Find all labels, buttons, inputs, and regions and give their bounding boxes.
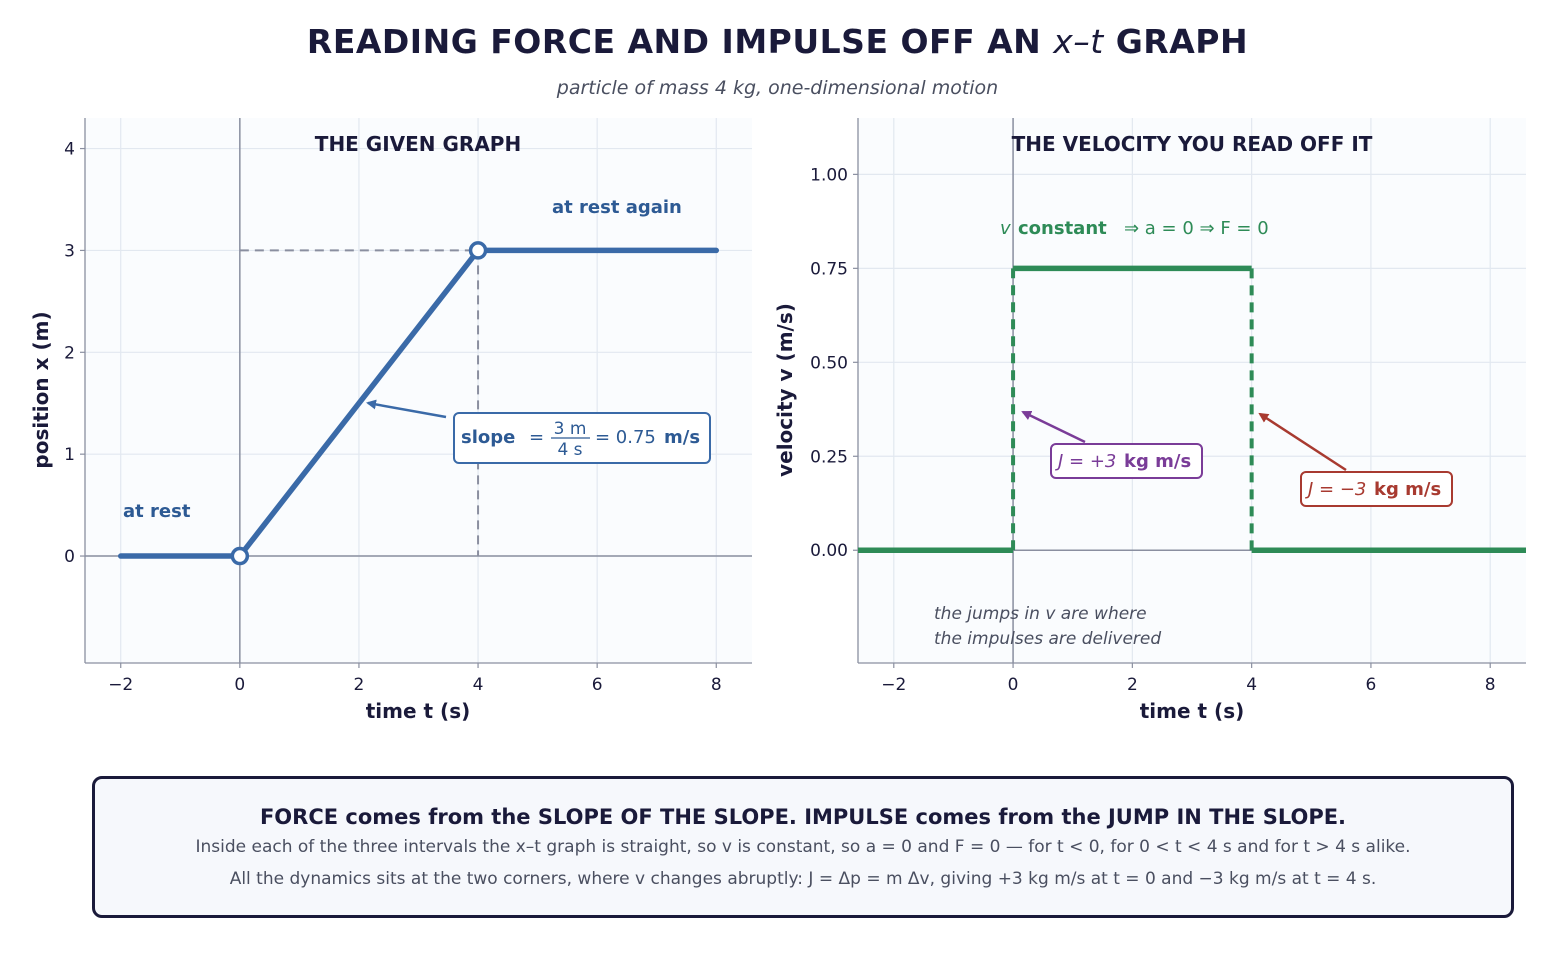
velocity-series (858, 265, 1526, 553)
right-x-axis-label: time t (s) (1140, 699, 1245, 723)
corner-markers (230, 241, 488, 566)
positive-impulse-value: J = +3 (1055, 451, 1116, 472)
plot-area (85, 118, 752, 663)
x-tick-label: −2 (108, 675, 133, 695)
summary-headline: FORCE comes from the SLOPE OF THE SLOPE.… (259, 805, 1347, 829)
corner-marker (468, 241, 488, 260)
x-tick-label: 4 (1246, 675, 1257, 695)
plot-area (858, 118, 1526, 663)
page-subtitle: particle of mass 4 kg, one-dimensional m… (556, 77, 999, 99)
x-tick-label: 8 (1485, 675, 1496, 695)
y-tick-label: 0.75 (810, 259, 848, 279)
x-tick-label: −2 (881, 675, 906, 695)
positive-impulse-arrow (1021, 410, 1086, 444)
x-tick-label: 6 (1366, 675, 1377, 695)
v-constant-annotation: v constant ⇒ a = 0 ⇒ F = 0 (1000, 218, 1269, 239)
slope-denominator: 4 s (557, 440, 582, 460)
position-line (117, 247, 720, 559)
slope-label: slope (461, 427, 515, 448)
slope-arrow (366, 399, 447, 419)
y-tick-label: 0 (64, 547, 75, 567)
slope-annotation: slope = 3 m 4 s = 0.75 m/s (453, 412, 711, 464)
y-tick-label: 4 (64, 140, 75, 160)
negative-impulse-arrow (1258, 412, 1347, 472)
grid (858, 118, 1526, 663)
positive-impulse-unit: kg m/s (1124, 451, 1191, 472)
corner-marker (230, 546, 250, 566)
x-tick-label: 2 (354, 675, 365, 695)
tick-labels: −2 0 2 4 6 8 0.00 0.25 0.50 0.75 1.00 (810, 165, 1495, 695)
summary-box: FORCE comes from the SLOPE OF THE SLOPE.… (92, 776, 1514, 918)
y-tick-label: 1.00 (810, 165, 848, 185)
guide-lines (239, 249, 480, 557)
left-panel-title: THE GIVEN GRAPH (315, 132, 521, 156)
summary-line-2: All the dynamics sits at the two corners… (229, 869, 1377, 889)
tick-labels: −2 0 2 4 6 8 0 1 2 3 4 (64, 140, 722, 695)
x-tick-label: 0 (1008, 675, 1019, 695)
v-constant-implication: ⇒ a = 0 ⇒ F = 0 (1124, 218, 1269, 239)
x-tick-label: 4 (473, 675, 484, 695)
x-tick-label: 8 (711, 675, 722, 695)
slope-value: = 0.75 (595, 427, 656, 448)
left-y-axis-label: position x (m) (29, 311, 53, 468)
at-rest-again-label: at rest again (552, 197, 682, 218)
y-tick-label: 0.00 (810, 541, 848, 561)
v-constant-word: constant (1018, 218, 1107, 239)
axes (853, 118, 1526, 668)
x-tick-label: 2 (1127, 675, 1138, 695)
position-series (117, 247, 720, 559)
y-tick-label: 1 (64, 445, 75, 465)
slope-equals: = (529, 427, 544, 448)
y-tick-label: 3 (64, 241, 75, 261)
positive-impulse-annotation: J = +3 kg m/s (1050, 443, 1203, 479)
x-tick-label: 0 (234, 675, 245, 695)
negative-impulse-annotation: J = −3 kg m/s (1300, 471, 1453, 507)
jumps-note-line1: the jumps in v are where (934, 604, 1147, 624)
x-tick-label: 6 (592, 675, 603, 695)
v-symbol: v (1000, 218, 1011, 239)
at-rest-label: at rest (123, 501, 191, 522)
jumps-note-line2: the impulses are delivered (934, 629, 1161, 649)
y-tick-label: 2 (64, 343, 75, 363)
y-tick-label: 0.50 (810, 353, 848, 373)
negative-impulse-value: J = −3 (1305, 479, 1366, 500)
summary-line-1: Inside each of the three intervals the x… (195, 837, 1411, 857)
y-tick-label: 0.25 (810, 447, 848, 467)
right-panel-title: THE VELOCITY YOU READ OFF IT (1012, 132, 1373, 156)
page-title: READING FORCE AND IMPULSE OFF AN x–t GRA… (306, 22, 1249, 61)
left-x-axis-label: time t (s) (366, 699, 471, 723)
negative-impulse-unit: kg m/s (1374, 479, 1441, 500)
slope-numerator: 3 m (554, 419, 587, 439)
slope-unit: m/s (664, 427, 700, 448)
